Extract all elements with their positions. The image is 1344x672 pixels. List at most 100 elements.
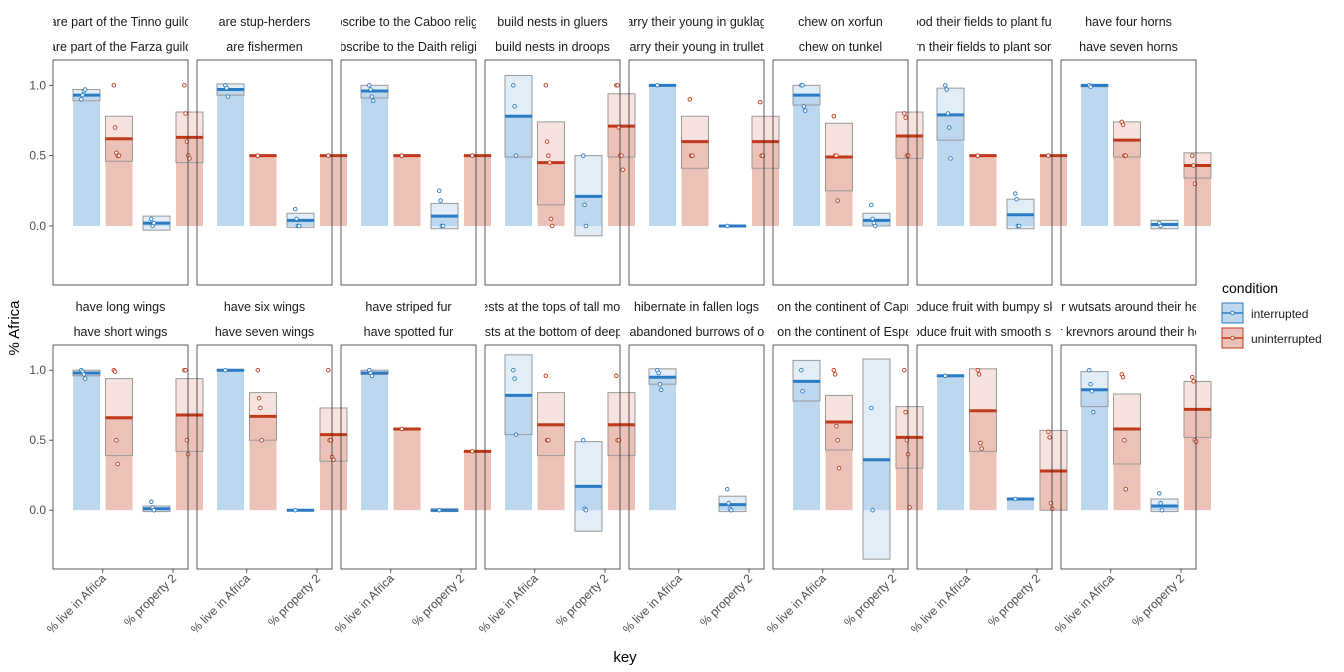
x-tick-label: % live in Africa [476,571,541,636]
data-point [1046,153,1051,158]
y-tick-label: 0.5 [29,149,46,163]
data-point [112,369,118,374]
y-tick-label: 0.5 [29,433,46,447]
data-point [1046,429,1051,435]
panel-border [484,59,621,286]
data-point [799,367,804,373]
data-point [81,372,87,377]
mean-bar [575,486,602,511]
data-point [725,486,730,492]
facet-strip-label: are part of the Tinno guild [50,15,192,29]
data-point [978,440,983,446]
x-tick-label: % property 2 [553,571,611,629]
facet-strip-label: wear krevnors around their heads [1034,325,1221,339]
legend-title: condition [1222,280,1278,296]
data-point [80,92,85,98]
data-point [256,395,262,401]
data-point [976,372,982,377]
y-tick-label: 0.0 [29,503,46,517]
data-point [582,202,587,208]
data-point [437,188,442,194]
x-tick-label: % property 2 [841,571,899,629]
mean-bar [575,196,602,226]
data-point [615,83,620,88]
mean-bar [1040,155,1067,226]
mean-bar [719,504,746,511]
data-point [293,507,298,513]
data-point [836,465,842,471]
facet-strip-label: wear wutsats around their heads [1037,300,1219,314]
y-tick-label: 1.0 [29,363,46,377]
data-point [326,153,331,158]
data-point [946,125,952,130]
mean-bar [969,410,997,511]
facet-panel: flood their fields to plant fujis burn th… [900,15,1068,286]
mean-bar [1151,506,1178,511]
facet-strip-label: subscribe to the Caboo religion [322,15,494,29]
panel-border [52,344,189,570]
facet-strip-label: have seven horns [1079,40,1178,54]
data-point [948,156,953,161]
facet-strip-label: have striped fur [365,300,451,314]
mean-bar [176,137,203,226]
mean-bar [969,155,997,226]
facet-strip-label: are stup-herders [219,15,311,29]
x-tick-label: % property 2 [1129,571,1187,629]
panel-border [1060,344,1197,570]
facet-panel: are stup-herders are fishermen [196,15,348,286]
data-point [1120,122,1126,127]
mean-bar [825,157,853,226]
data-point [370,98,376,104]
facet-strip-label: have short wings [74,325,168,339]
mean-bar [464,155,491,226]
mean-bar [863,220,890,226]
facet-strip-label: hibernate in fallen logs [634,300,759,314]
data-point [296,223,302,229]
mean-bar [393,155,421,226]
panel-border [916,344,1053,570]
data-point [583,507,589,513]
data-point [687,97,693,102]
mean-bar [105,138,133,226]
data-point [581,437,586,443]
mean-bar [249,416,277,511]
x-tick-label: % live in Africa [620,571,685,636]
facet-strip-label: chew on xorfun [798,15,883,29]
facet-panel: subscribe to the Caboo religion subscribe… [322,15,494,286]
mean-bar [896,135,923,226]
data-point [834,153,839,158]
legend-item: uninterrupted [1221,327,1322,349]
facet-strip-label: carry their young in trullets [623,40,770,54]
mean-bar [793,381,820,511]
x-tick-label: % live in Africa [764,571,829,636]
data-point [581,153,586,158]
mean-bar [649,85,676,226]
facet-strip-label: live on the continent of Esperia [755,325,926,339]
facet-strip-label: burn their fields to plant sorors [900,40,1068,54]
data-point [870,507,875,513]
facet-panel: have six wings have seven wings % live in … [188,300,348,636]
data-point [79,97,84,102]
data-point [511,83,516,88]
data-point [111,83,117,88]
data-point [112,125,118,130]
data-point [1122,437,1127,443]
data-point [151,220,157,226]
data-point [903,115,908,120]
mean-bar [537,162,565,226]
data-point [975,367,981,373]
data-point [655,83,660,88]
mean-bar [287,220,314,226]
facet-strip-label: have four horns [1085,15,1172,29]
data-point [326,367,331,373]
y-tick-label: 0.0 [29,219,46,233]
panel-border [772,344,909,570]
x-tick-label: % property 2 [121,571,179,629]
data-point [399,153,405,158]
panel-border [196,59,333,286]
data-point [544,139,550,144]
data-point [943,83,948,88]
mean-bar [217,89,244,226]
mean-bar [249,155,277,226]
data-point [801,104,807,109]
